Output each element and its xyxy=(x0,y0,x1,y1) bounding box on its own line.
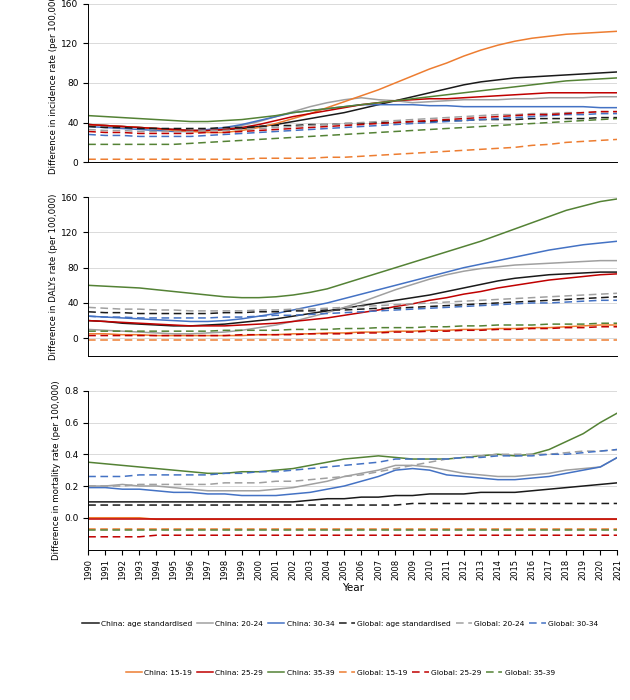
X-axis label: Year: Year xyxy=(342,583,364,593)
Legend: China: 15-19, China: 25-29, China: 35-39, Global: 15-19, Global: 25-29, Global: : China: 15-19, China: 25-29, China: 35-39… xyxy=(123,666,558,679)
Y-axis label: Difference in mortality rate (per 100,000): Difference in mortality rate (per 100,00… xyxy=(52,380,61,560)
Y-axis label: Difference in incidence rate (per 100,000): Difference in incidence rate (per 100,00… xyxy=(49,0,59,174)
Y-axis label: Difference in DALYs rate (per 100,000): Difference in DALYs rate (per 100,000) xyxy=(49,193,59,360)
Legend: China: age standardised, China: 20-24, China: 30-34, Global: age standardised, G: China: age standardised, China: 20-24, C… xyxy=(79,617,601,630)
